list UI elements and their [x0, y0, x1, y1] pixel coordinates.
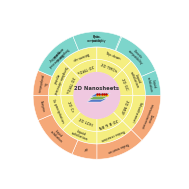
- Text: 2D GC: 2D GC: [120, 77, 128, 91]
- Polygon shape: [72, 140, 97, 159]
- Polygon shape: [87, 99, 107, 102]
- Polygon shape: [61, 95, 81, 121]
- Polygon shape: [73, 32, 121, 50]
- Polygon shape: [61, 70, 81, 95]
- Text: 2D TMDs: 2D TMDs: [77, 63, 94, 74]
- Polygon shape: [63, 47, 97, 70]
- Polygon shape: [38, 36, 79, 77]
- Text: Histo-
compatibility: Histo- compatibility: [87, 35, 107, 43]
- Text: Liquid
exfoliation: Liquid exfoliation: [71, 127, 91, 142]
- Polygon shape: [33, 95, 52, 120]
- Text: Co-
precipitation: Co- precipitation: [36, 74, 48, 94]
- Text: Redox reaction: Redox reaction: [107, 141, 129, 153]
- Polygon shape: [48, 61, 71, 95]
- Text: Tumor
microenvironment: Tumor microenvironment: [140, 103, 158, 131]
- Text: Co-precipitation: Co-precipitation: [51, 98, 65, 125]
- Polygon shape: [38, 37, 78, 77]
- Polygon shape: [97, 59, 122, 79]
- Circle shape: [74, 73, 120, 118]
- Polygon shape: [72, 32, 122, 51]
- Text: Top-down: Top-down: [105, 52, 121, 61]
- Polygon shape: [142, 70, 161, 95]
- Polygon shape: [63, 121, 97, 144]
- Polygon shape: [33, 70, 52, 95]
- Text: 2D LDH: 2D LDH: [78, 118, 93, 127]
- Text: 2D TMOs: 2D TMOs: [99, 63, 117, 74]
- Text: 2D B & BN: 2D B & BN: [98, 117, 118, 128]
- Text: Genetic
compatibility: Genetic compatibility: [127, 46, 146, 66]
- Polygon shape: [97, 130, 142, 159]
- Polygon shape: [71, 112, 97, 132]
- Text: 2D TMDs: 2D TMDs: [64, 75, 75, 93]
- Polygon shape: [113, 70, 133, 95]
- Text: Solvothermal: Solvothermal: [130, 101, 142, 123]
- Text: Bottom-up: Bottom-up: [72, 51, 90, 62]
- Text: 2D MOF: 2D MOF: [119, 99, 129, 115]
- Text: Enzyme: Enzyme: [39, 100, 45, 113]
- Polygon shape: [90, 93, 110, 97]
- Text: 2D Cr: 2D Cr: [66, 101, 74, 113]
- Polygon shape: [71, 59, 97, 79]
- Text: Cyto-
toxicity: Cyto- toxicity: [91, 35, 102, 43]
- Polygon shape: [122, 95, 145, 130]
- Polygon shape: [88, 96, 109, 99]
- Text: Template-directed
crystal: Template-directed crystal: [45, 43, 70, 68]
- Text: Redox reaction: Redox reaction: [101, 128, 125, 141]
- Text: Liquid
exfoliation: Liquid exfoliation: [146, 76, 157, 93]
- Text: Hemo-
compatibility: Hemo- compatibility: [47, 46, 67, 66]
- Polygon shape: [97, 121, 131, 144]
- Text: Liquid
exfoliation: Liquid exfoliation: [129, 69, 143, 89]
- Polygon shape: [131, 95, 161, 141]
- Polygon shape: [122, 61, 145, 95]
- Polygon shape: [116, 37, 156, 77]
- Text: Template-directed
crystal: Template-directed crystal: [48, 64, 67, 95]
- Polygon shape: [38, 114, 78, 154]
- Text: 2D Nanosheets: 2D Nanosheets: [74, 86, 119, 91]
- Polygon shape: [113, 95, 133, 121]
- Text: Liquid
exfoliation: Liquid exfoliation: [49, 127, 66, 144]
- Polygon shape: [48, 95, 71, 130]
- Polygon shape: [97, 112, 122, 132]
- Text: pH: pH: [83, 148, 88, 153]
- Polygon shape: [97, 47, 131, 70]
